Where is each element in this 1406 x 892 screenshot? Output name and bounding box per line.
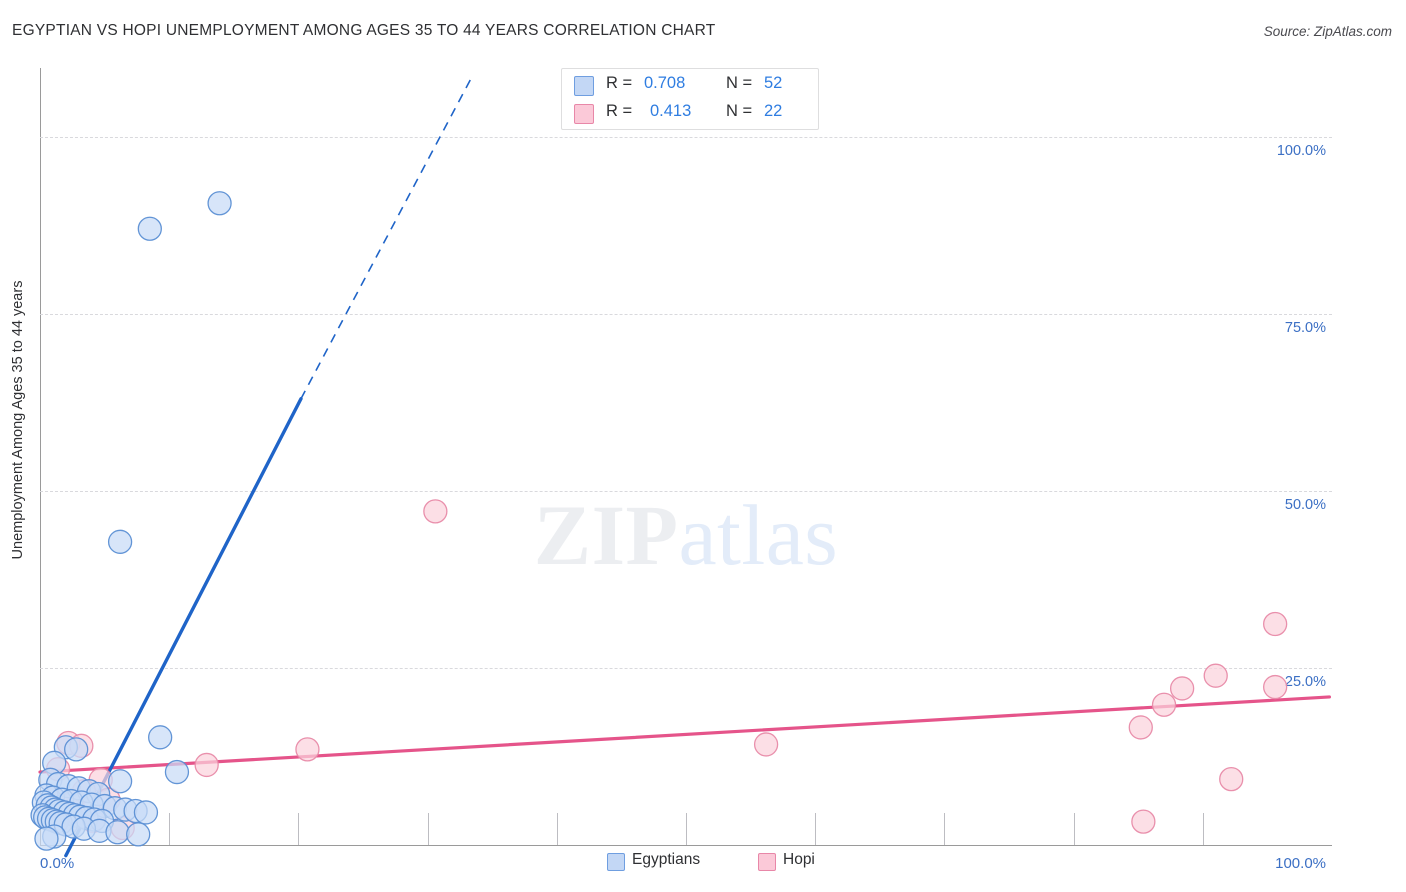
x-axis-tick xyxy=(686,813,687,845)
stats-n-value-egyptians: 52 xyxy=(764,74,783,92)
data-point xyxy=(1219,766,1244,792)
data-point xyxy=(133,800,159,825)
x-axis-line xyxy=(40,845,1332,846)
stats-r-value-hopi: 0.413 xyxy=(650,102,692,120)
x-axis-tick xyxy=(427,813,429,845)
data-point xyxy=(295,737,320,762)
data-point xyxy=(194,752,219,778)
x-axis-tick xyxy=(556,813,558,845)
data-point xyxy=(64,737,89,762)
x-axis-label-max: 100.0% xyxy=(1275,855,1326,872)
data-point xyxy=(137,216,162,241)
y-axis-tick-label: 25.0% xyxy=(1284,673,1326,690)
data-point xyxy=(34,826,59,851)
legend-label-hopi: Hopi xyxy=(783,851,815,868)
stats-swatch-egyptians xyxy=(574,76,594,96)
page-title: EGYPTIAN VS HOPI UNEMPLOYMENT AMONG AGES… xyxy=(12,22,716,39)
x-axis-tick xyxy=(1073,813,1075,845)
points-egyptians xyxy=(30,191,232,851)
data-point xyxy=(1203,663,1228,688)
data-point xyxy=(107,529,133,554)
data-point xyxy=(148,725,173,750)
trendline-egyptians-extrapolated xyxy=(300,79,471,400)
gridline xyxy=(40,136,1332,138)
data-point xyxy=(1169,676,1195,701)
source-attribution: Source: ZipAtlas.com xyxy=(1263,24,1392,39)
x-axis-tick xyxy=(815,813,817,845)
data-point xyxy=(423,499,448,524)
stats-n-value-hopi: 22 xyxy=(764,102,783,120)
data-point xyxy=(1263,611,1288,637)
x-axis-label-min: 0.0% xyxy=(40,855,75,872)
x-axis-tick xyxy=(298,813,300,845)
data-point xyxy=(1131,809,1156,834)
legend-label-egyptians: Egyptians xyxy=(632,851,701,868)
y-axis-tick-label: 100.0% xyxy=(1276,142,1326,159)
stats-swatch-hopi xyxy=(574,104,594,124)
data-point xyxy=(1128,715,1153,740)
stats-r-value-egyptians: 0.708 xyxy=(644,74,686,92)
stats-row-egyptians: R = 0.708 N = 52 xyxy=(562,72,818,100)
x-axis-tick xyxy=(944,813,946,845)
y-axis-tick-label: 75.0% xyxy=(1284,319,1326,336)
legend-swatch-egyptians xyxy=(607,853,625,871)
gridline xyxy=(40,667,1332,669)
stats-row-hopi: R = 0.413 N = 22 xyxy=(562,100,818,128)
y-axis-tick-label: 50.0% xyxy=(1284,496,1326,513)
data-point xyxy=(1263,674,1288,700)
points-hopi xyxy=(45,499,1288,841)
data-point xyxy=(107,769,133,794)
stats-r-label-egyptians: R = xyxy=(606,74,633,92)
stats-n-label-hopi: N = xyxy=(726,102,753,120)
y-axis-line xyxy=(40,68,41,845)
x-axis-tick xyxy=(1202,813,1204,845)
data-point xyxy=(164,759,190,785)
gridline xyxy=(40,313,1332,315)
data-point xyxy=(105,820,130,845)
data-point xyxy=(1151,692,1177,717)
data-point xyxy=(753,732,779,757)
correlation-stats-box: R = 0.708 N = 52 R = 0.413 N = 22 xyxy=(561,68,819,130)
legend-swatch-hopi xyxy=(758,853,776,871)
data-point xyxy=(207,191,232,216)
stats-r-label-hopi: R = xyxy=(606,102,633,120)
trendline-hopi xyxy=(38,695,1332,774)
gridline xyxy=(40,490,1332,492)
data-point xyxy=(126,822,151,847)
x-axis-tick xyxy=(169,813,171,845)
stats-n-label-egyptians: N = xyxy=(726,74,753,92)
